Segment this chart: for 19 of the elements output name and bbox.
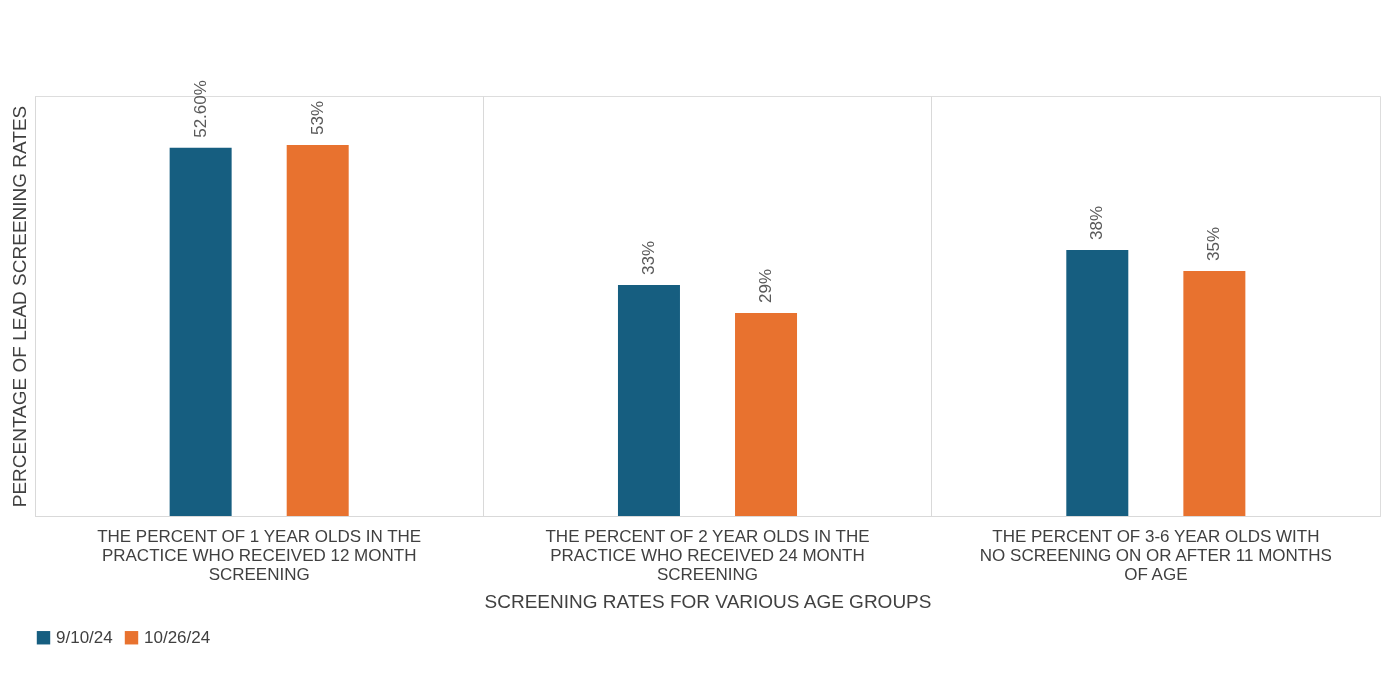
x-axis-title: SCREENING RATES FOR VARIOUS AGE GROUPS [484,590,932,612]
data-label: 38% [1087,205,1107,240]
bar [286,145,349,516]
x-tick-label: THE PERCENT OF 1 YEAR OLDS IN THE PRACTICE WHO RECEIVED 12 MONTH SCREENING [97,526,422,584]
data-label: 53% [307,100,327,135]
data-label: 33% [638,240,658,275]
y-axis-title: PERCENTAGE OF LEAD SCREENING RATES [8,105,30,508]
bar [617,285,680,516]
data-label: 35% [1204,226,1224,261]
bar [735,313,798,516]
legend-label: 10/26/24 [144,627,211,647]
legend-label: 9/10/24 [56,627,113,647]
data-label: 29% [756,268,776,303]
bar [169,147,232,516]
x-tick-label: THE PERCENT OF 3-6 YEAR OLDS WITH NO SCREENING ON OR AFTER 11 MONTHS OF AGE [979,526,1332,584]
x-tick-label: THE PERCENT OF 2 YEAR OLDS IN THE PRACTICE WHO RECEIVED 24 MONTH SCREENING [545,526,870,584]
bar [1183,271,1246,516]
data-label: 52.60% [190,80,210,138]
bar [1066,250,1129,516]
